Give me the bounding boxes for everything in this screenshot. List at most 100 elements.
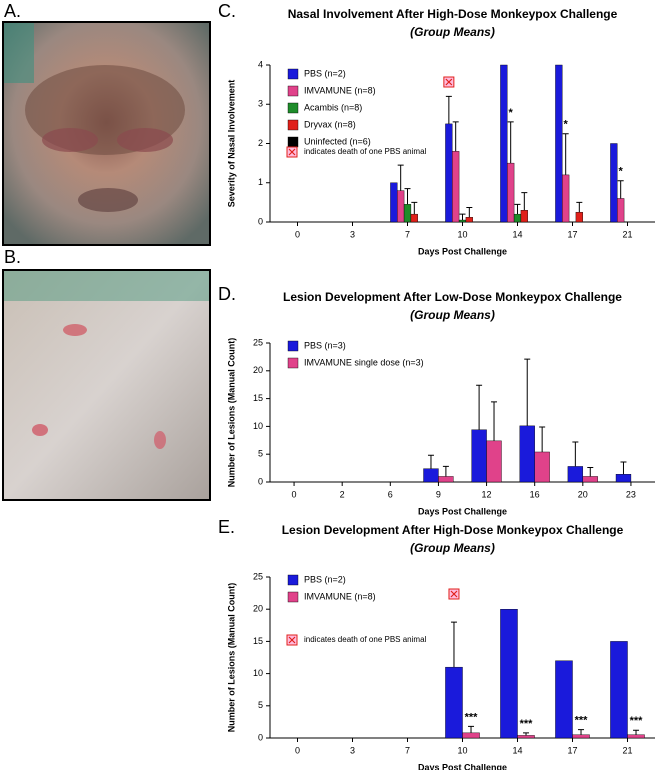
bar (410, 213, 418, 223)
x-tick-label: 6 (388, 489, 393, 499)
mouth (78, 188, 138, 212)
panel-label: B. (4, 247, 21, 267)
error-bar (521, 192, 528, 211)
y-tick-label: 20 (253, 604, 263, 614)
photo-background (4, 271, 209, 301)
bar (397, 190, 405, 223)
bar (572, 734, 590, 739)
legend-label: IMVAMUNE (n=8) (304, 591, 376, 601)
error-bar (397, 164, 404, 191)
y-tick-label: 0 (258, 476, 263, 486)
x-tick-label: 23 (626, 489, 636, 499)
error-bar (524, 358, 531, 426)
legend-label: PBS (n=3) (304, 340, 346, 350)
chart-title: Lesion Development After Low-Dose Monkey… (283, 290, 622, 304)
x-tick-label: 10 (457, 229, 467, 239)
error-bar (523, 732, 530, 736)
bar (507, 162, 515, 223)
y-axis-label: Number of Lesions (Manual Count) (226, 338, 236, 488)
x-tick-label: 2 (340, 489, 345, 499)
death-marker (288, 148, 296, 156)
bar (582, 476, 598, 483)
chart-subtitle: (Group Means) (410, 541, 495, 555)
x-tick-label: 10 (457, 745, 467, 755)
error-bar (578, 729, 585, 735)
legend-swatch (287, 357, 299, 369)
panel-label: A. (4, 1, 21, 21)
bar (567, 466, 584, 483)
legend-label: PBS (n=2) (304, 68, 346, 78)
bar (465, 217, 473, 223)
x-tick-label: 14 (512, 745, 522, 755)
significance: * (564, 119, 569, 131)
bar (610, 641, 628, 739)
error-bar (576, 201, 583, 213)
x-tick-label: 0 (295, 229, 300, 239)
legend-swatch (287, 136, 299, 148)
x-tick-label: 17 (567, 745, 577, 755)
bar (555, 64, 563, 223)
y-axis-label: Severity of Nasal Involvement (226, 80, 236, 208)
bar (627, 734, 645, 739)
bar (617, 198, 625, 223)
y-tick-label: 10 (253, 668, 263, 678)
eye (42, 128, 98, 152)
y-tick-label: 10 (253, 421, 263, 431)
legend-label: Uninfected (n=6) (304, 136, 371, 146)
significance: * (509, 107, 514, 119)
legend-label: IMVAMUNE (n=8) (304, 85, 376, 95)
bar (555, 660, 573, 739)
bar (403, 204, 412, 223)
note: indicates death of one PBS animal (304, 147, 427, 156)
error-bar (452, 121, 459, 152)
bar (462, 732, 480, 739)
x-tick-label: 0 (292, 489, 297, 499)
y-tick-label: 15 (253, 393, 263, 403)
chart-subtitle: (Group Means) (410, 25, 495, 39)
legend-label: IMVAMUNE single dose (n=3) (304, 357, 424, 367)
bar (610, 143, 618, 223)
error-bar (404, 188, 411, 205)
error-bar (459, 213, 466, 221)
y-tick-label: 2 (258, 138, 263, 148)
bar (575, 211, 583, 223)
x-tick-label: 7 (405, 229, 410, 239)
error-bar (411, 201, 418, 215)
note: indicates death of one PBS animal (304, 635, 427, 644)
chart-title: Lesion Development After High-Dose Monke… (282, 523, 624, 537)
error-bar (466, 206, 473, 218)
death-marker (450, 590, 458, 598)
significance: *** (630, 715, 644, 727)
significance: * (619, 166, 624, 178)
y-axis-label: Number of Lesions (Manual Count) (226, 583, 236, 733)
lesion (154, 431, 166, 449)
bar (562, 174, 570, 223)
panel-label: C. (218, 1, 236, 21)
error-bar (572, 441, 579, 467)
x-tick-label: 20 (578, 489, 588, 499)
lesion (32, 424, 48, 436)
y-tick-label: 15 (253, 636, 263, 646)
x-tick-label: 9 (436, 489, 441, 499)
legend-label: Dryvax (n=8) (304, 119, 356, 129)
x-tick-label: 3 (350, 229, 355, 239)
y-tick-label: 25 (253, 571, 263, 581)
photo-b (2, 269, 211, 501)
error-bar (450, 621, 457, 668)
error-bar (491, 401, 498, 441)
bar (438, 476, 454, 483)
x-tick-label: 17 (567, 229, 577, 239)
death-marker (445, 78, 453, 86)
bar (520, 210, 528, 223)
significance: *** (520, 718, 534, 730)
bar (500, 64, 508, 223)
error-bar (427, 454, 434, 469)
bar (615, 474, 632, 483)
panel-label: D. (218, 284, 236, 304)
error-bar (633, 729, 640, 735)
bar (500, 609, 518, 739)
eye (117, 128, 173, 152)
x-axis-label: Days Post Challenge (418, 246, 507, 256)
legend-label: Acambis (n=8) (304, 102, 362, 112)
error-bar (468, 725, 475, 733)
